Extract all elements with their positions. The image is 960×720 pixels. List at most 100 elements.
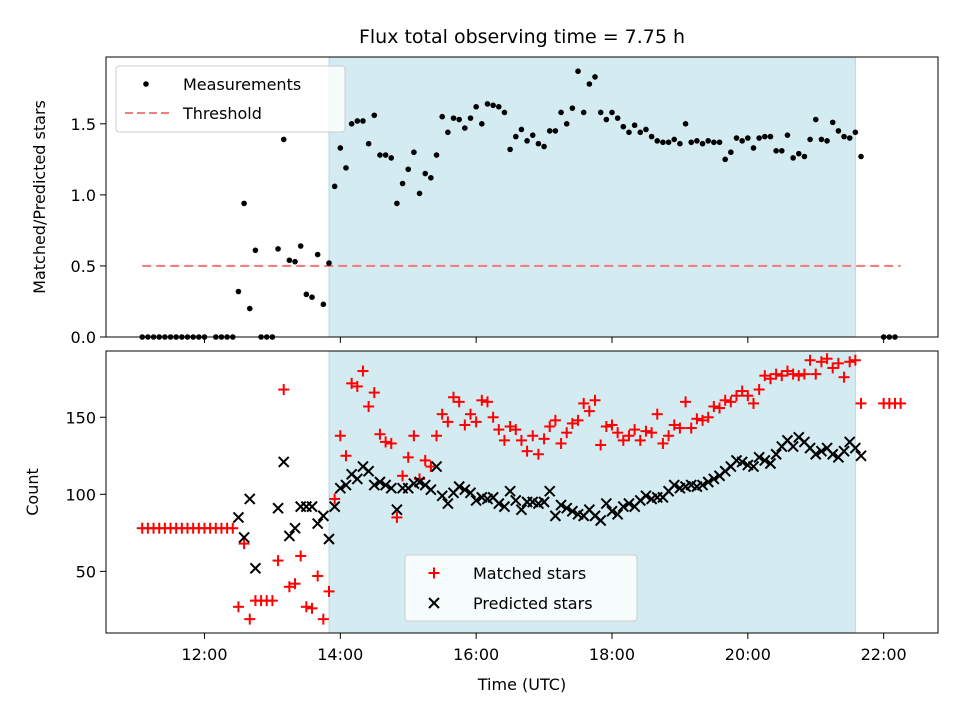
predicted-star-point xyxy=(640,490,652,502)
measurements-series xyxy=(139,68,898,340)
matched-star-point xyxy=(617,434,629,446)
measurement-point xyxy=(824,138,830,144)
measurement-point xyxy=(416,190,423,197)
y-tick-label: 1.0 xyxy=(71,186,96,205)
measurement-point xyxy=(654,138,661,144)
predicted-star-point xyxy=(283,530,296,542)
measurement-point xyxy=(275,246,281,252)
matched-star-point xyxy=(306,602,318,614)
measurement-point xyxy=(626,129,632,136)
top-y-axis: 0.0 0.5 1.0 1.5 xyxy=(71,115,106,347)
predicted-star-point xyxy=(668,479,680,491)
y-tick-label: 0.5 xyxy=(71,257,96,276)
measurement-point xyxy=(694,138,700,144)
measurement-point xyxy=(795,150,802,157)
measurement-point xyxy=(631,122,638,129)
measurement-point xyxy=(648,133,655,140)
predicted-star-point xyxy=(493,497,505,510)
predicted-star-point xyxy=(561,502,573,514)
measurement-point xyxy=(241,200,247,207)
matched-star-point xyxy=(815,356,827,368)
matched-star-point xyxy=(855,397,867,409)
matched-star-point xyxy=(578,397,590,409)
measurement-point xyxy=(603,116,610,123)
measurements-legend-label: Measurements xyxy=(183,75,301,94)
measurement-point xyxy=(365,140,372,147)
measurement-point xyxy=(314,251,321,258)
measurement-point xyxy=(348,121,355,127)
top-x-ticks xyxy=(203,337,885,343)
predicted-star-point xyxy=(340,479,352,491)
predicted-star-point xyxy=(611,508,624,521)
measurements-legend-marker xyxy=(143,81,149,87)
matched-star-point xyxy=(770,368,782,380)
measurement-point xyxy=(620,123,627,130)
matched-star-point xyxy=(844,356,856,368)
matched-star-point xyxy=(674,422,686,434)
matched-stars-series xyxy=(136,353,907,625)
predicted-stars-series xyxy=(232,431,867,574)
bottom-legend: Matched stars Predicted stars xyxy=(404,554,638,622)
predicted-star-point xyxy=(594,514,607,527)
matched-star-point xyxy=(317,613,329,625)
measurement-point xyxy=(586,81,593,87)
measurement-point xyxy=(479,121,485,127)
matched-star-point xyxy=(668,419,680,431)
matched-star-point xyxy=(510,424,522,436)
predicted-star-point xyxy=(753,451,765,464)
matched-star-point xyxy=(725,396,737,408)
matched-star-point xyxy=(697,414,709,426)
top-legend: Measurements Threshold xyxy=(115,65,346,133)
matched-star-point xyxy=(515,434,527,446)
x-tick-label: 22:00 xyxy=(861,645,907,664)
matched-star-point xyxy=(374,428,386,440)
matched-star-point xyxy=(736,385,748,397)
matched-star-point xyxy=(442,416,454,428)
matched-star-point xyxy=(781,365,793,377)
matched-star-point xyxy=(363,400,375,412)
measurement-point xyxy=(354,118,361,124)
y-tick-label: 50 xyxy=(76,562,96,581)
measurement-point xyxy=(286,257,293,264)
predicted-star-point xyxy=(617,500,630,513)
matched-star-point xyxy=(498,434,510,446)
measurement-point xyxy=(326,260,332,266)
matched-star-point xyxy=(272,555,284,567)
matched-star-point xyxy=(453,396,465,408)
measurement-point xyxy=(512,133,519,140)
matched-star-point xyxy=(776,370,788,382)
measurement-point xyxy=(495,103,502,110)
measurement-point xyxy=(507,146,513,153)
top-observing-window xyxy=(328,56,856,338)
predicted-star-point xyxy=(323,533,335,545)
matched-star-point xyxy=(493,424,505,436)
measurement-point xyxy=(518,126,525,133)
bottom-axes-frame xyxy=(105,350,939,634)
measurement-point xyxy=(660,139,666,146)
measurement-point xyxy=(331,183,338,190)
measurement-point xyxy=(467,115,474,121)
predicted-star-point xyxy=(515,504,528,516)
matched-star-point xyxy=(787,368,799,380)
matched-star-point xyxy=(436,408,448,420)
measurement-point xyxy=(529,132,536,138)
measurement-point xyxy=(473,103,479,110)
measurement-point xyxy=(484,101,491,107)
matched-star-point xyxy=(425,461,437,473)
predicted-star-point xyxy=(317,510,330,522)
y-tick-label: 100 xyxy=(65,485,96,504)
predicted-star-point xyxy=(374,476,386,488)
measurement-point xyxy=(422,170,429,177)
x-tick-label: 14:00 xyxy=(317,645,363,664)
matched-legend-marker xyxy=(428,567,440,579)
measurement-point xyxy=(756,135,762,141)
matched-star-point xyxy=(295,550,307,562)
matched-star-point xyxy=(385,437,397,449)
measurement-point xyxy=(711,139,717,146)
measurement-point xyxy=(320,301,327,308)
measurement-point xyxy=(829,119,836,126)
matched-star-point xyxy=(612,427,624,439)
matched-star-point xyxy=(532,448,544,460)
matched-star-point xyxy=(731,390,743,402)
